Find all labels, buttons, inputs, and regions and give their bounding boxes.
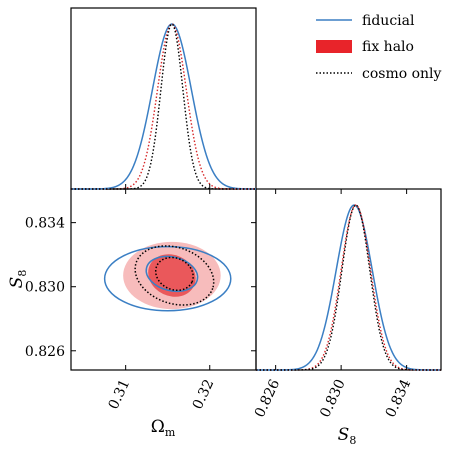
s8-curve-fiducial: [256, 204, 441, 371]
s8-y-tick-label: 0.826: [25, 344, 65, 360]
s8-curve-fix-halo: [256, 204, 441, 371]
contour-cosmo-only-2sigma: [134, 245, 215, 306]
omega-m-marginal-panel: [70, 7, 257, 190]
axis-ticks: [71, 184, 408, 370]
s8-y-tick-label: 0.830: [25, 280, 65, 296]
s8-x-tick-label: 0.830: [317, 377, 348, 420]
legend: fiducial fix halo cosmo only: [316, 13, 442, 82]
legend-label-fix-halo: fix halo: [362, 39, 414, 55]
s8-x-tick-label: 0.826: [252, 377, 283, 420]
legend-label-fiducial: fiducial: [362, 13, 415, 29]
joint-contours: [103, 241, 232, 312]
s8-x-tick-label: 0.834: [383, 377, 414, 420]
x-axis-label-omega-m: Ωm: [151, 417, 176, 439]
legend-swatch-fix-halo: [316, 40, 352, 53]
legend-label-cosmo-only: cosmo only: [362, 66, 442, 82]
contour-cosmo-only-1sigma: [154, 256, 194, 292]
omega-m-curve-cosmo-only: [71, 23, 256, 190]
contour-fiducial-1sigma: [145, 255, 199, 293]
s8-marginal-panel: [255, 188, 442, 371]
contour-fix-halo-1sigma: [148, 254, 196, 297]
contour-fiducial-2sigma: [103, 245, 232, 312]
omega-m-curve-fix-halo: [71, 23, 256, 190]
omega-m-curve-fiducial: [71, 23, 257, 190]
tick-labels: 0.31 0.32 0.826 0.830 0.834 0.826 0.830 0.834: [25, 216, 414, 420]
y-axis-label-s8: S8: [7, 270, 29, 289]
omega-m-tick-label: 0.31: [106, 377, 134, 412]
s8-marginal-curves: [256, 204, 441, 371]
s8-curve-cosmo-only: [256, 204, 441, 371]
omega-m-marginal-curves: [71, 23, 257, 190]
omega-m-tick-label: 0.32: [190, 377, 218, 412]
x-axis-label-s8: S8: [338, 425, 357, 447]
s8-y-tick-label: 0.834: [25, 216, 65, 232]
